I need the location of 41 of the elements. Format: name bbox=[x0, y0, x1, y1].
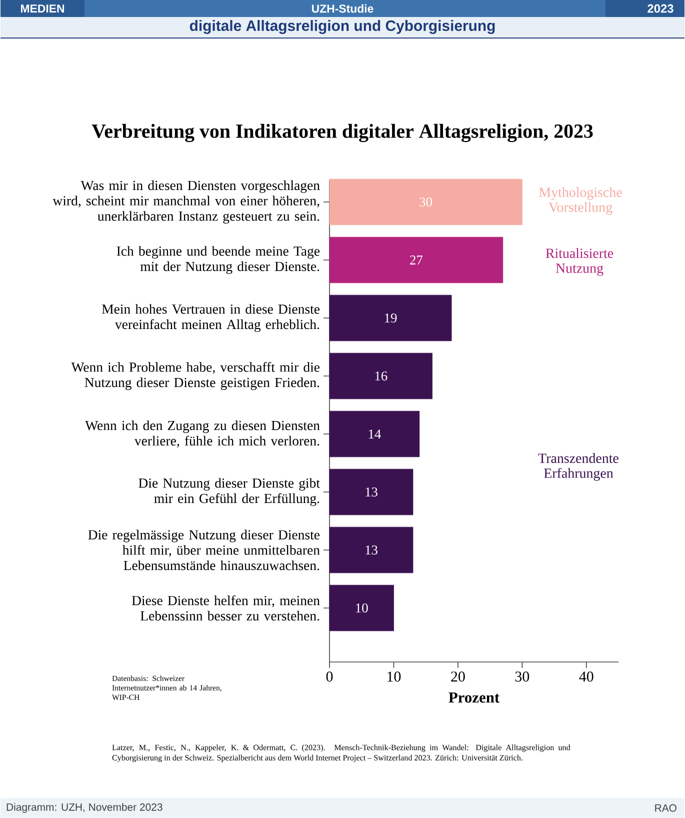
bar bbox=[329, 526, 414, 574]
data-label: 30 bbox=[420, 197, 432, 207]
bar bbox=[329, 236, 504, 284]
text: MEDIEN bbox=[20, 4, 64, 12]
y-tick-label: Was mir in diesen Diensten vorgeschlagen wird, scheint mir manchmal von einer höheren, unerklärbaren Instanz gesteuert zu sein. bbox=[52, 180, 320, 224]
x-axis-title: Prozent bbox=[448, 692, 500, 703]
text: RAO bbox=[655, 804, 676, 812]
text: Latzer, M., Festic, N., Kappeler, K. & Odermatt, C. (2023). Mensch-Technik-Beziehung im Wandel: Digitale Alltagsreligion und Cyborgisierung in der Schweiz. Spezialbericht aus dem World Internet Project – Switzerland 2023. Zürich: Universität Zürich. bbox=[112, 744, 570, 762]
y-tick-label: Mein hohes Vertrauen in diese Dienste vereinfacht meinen Alltag erheblich. bbox=[102, 304, 320, 332]
x-tick-label: 20 bbox=[451, 672, 465, 682]
annotation: Mythologische Vorstellung bbox=[539, 187, 622, 215]
y-tick-label: Ich beginne und beende meine Tage mit der Nutzung dieser Dienste. bbox=[116, 246, 320, 274]
chart-subtitle: digitale Alltagsreligion und Cyborgisierung bbox=[190, 20, 495, 34]
text: Diagramm: UZH, November 2023 bbox=[6, 803, 162, 813]
x-tick-label: 40 bbox=[579, 672, 594, 682]
data-label: 27 bbox=[410, 256, 423, 264]
data-label: 10 bbox=[356, 603, 368, 613]
y-tick-label: Wenn ich Probleme habe, verschafft mir die Nutzung dieser Dienste geistigen Frieden. bbox=[71, 362, 320, 390]
data-label: 14 bbox=[368, 430, 381, 438]
y-tick-label: Diese Dienste helfen mir, meinen Lebenssinn besser zu verstehen. bbox=[132, 595, 320, 621]
bar bbox=[329, 352, 432, 400]
data-label: 16 bbox=[375, 371, 388, 381]
x-tick-label: 30 bbox=[515, 672, 530, 682]
y-tick-label: Die Nutzung dieser Dienste gibt mir ein Gefühl der Erfüllung. bbox=[138, 478, 320, 506]
annotation: Transzendente Erfahrungen bbox=[538, 453, 618, 481]
y-tick-label: Die regelmässige Nutzung dieser Dienste hilft mir, über meine unmittelbaren Lebensumstände hinauszuwachsen. bbox=[88, 530, 320, 570]
y-tick-label: Wenn ich den Zugang zu diesen Diensten verliere, fühle ich mich verloren. bbox=[85, 420, 320, 448]
annotation: Ritualisierte Nutzung bbox=[546, 248, 614, 276]
text: UZH-Studie bbox=[312, 4, 374, 13]
data-label: 13 bbox=[366, 487, 378, 497]
chart-title: Verbreitung von Indikatoren digitaler Alltagsreligion, 2023 bbox=[92, 124, 593, 142]
bar bbox=[329, 468, 414, 516]
x-tick-label: 0 bbox=[326, 672, 333, 682]
text: 2023 bbox=[648, 4, 674, 13]
data-label: 13 bbox=[366, 545, 378, 555]
x-tick-label: 10 bbox=[388, 672, 401, 682]
bar bbox=[329, 294, 452, 342]
bar bbox=[329, 178, 522, 226]
bar bbox=[329, 584, 394, 632]
bar bbox=[329, 410, 420, 458]
data-label: 19 bbox=[384, 313, 397, 323]
